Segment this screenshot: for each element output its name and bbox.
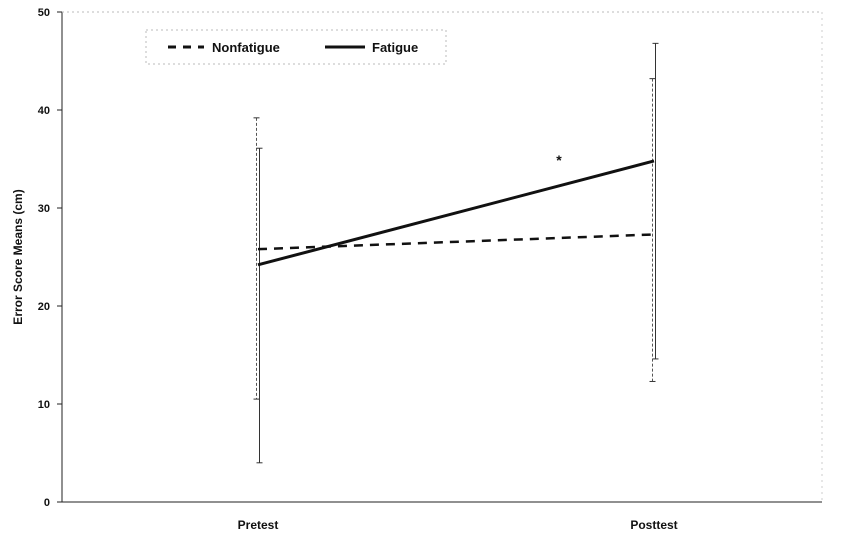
legend-label-fatigue: Fatigue — [372, 40, 418, 55]
x-ticks: Pretest Posttest — [238, 518, 678, 532]
x-tick-label: Posttest — [630, 518, 677, 532]
axes — [61, 11, 823, 503]
annotations: * — [556, 152, 562, 168]
legend-box — [145, 29, 447, 65]
legend: Nonfatigue Fatigue — [145, 29, 447, 65]
legend-label-nonfatigue: Nonfatigue — [212, 40, 280, 55]
series-line-nonfatigue — [257, 233, 655, 251]
y-tick-label: 20 — [38, 301, 50, 313]
x-tick-label: Pretest — [238, 518, 279, 532]
y-tick-label: 40 — [38, 105, 50, 117]
series-lines — [257, 159, 655, 267]
y-tick-label: 30 — [38, 203, 50, 215]
significance-asterisk: * — [556, 152, 562, 168]
y-axis-label: Error Score Means (cm) — [11, 189, 25, 324]
error-bars — [253, 42, 659, 464]
y-tick-label: 0 — [44, 497, 50, 509]
y-tick-label: 10 — [38, 399, 50, 411]
y-ticks: 0 10 20 30 40 50 — [38, 7, 62, 509]
series-line-fatigue — [257, 159, 655, 267]
y-tick-label: 50 — [38, 7, 50, 19]
